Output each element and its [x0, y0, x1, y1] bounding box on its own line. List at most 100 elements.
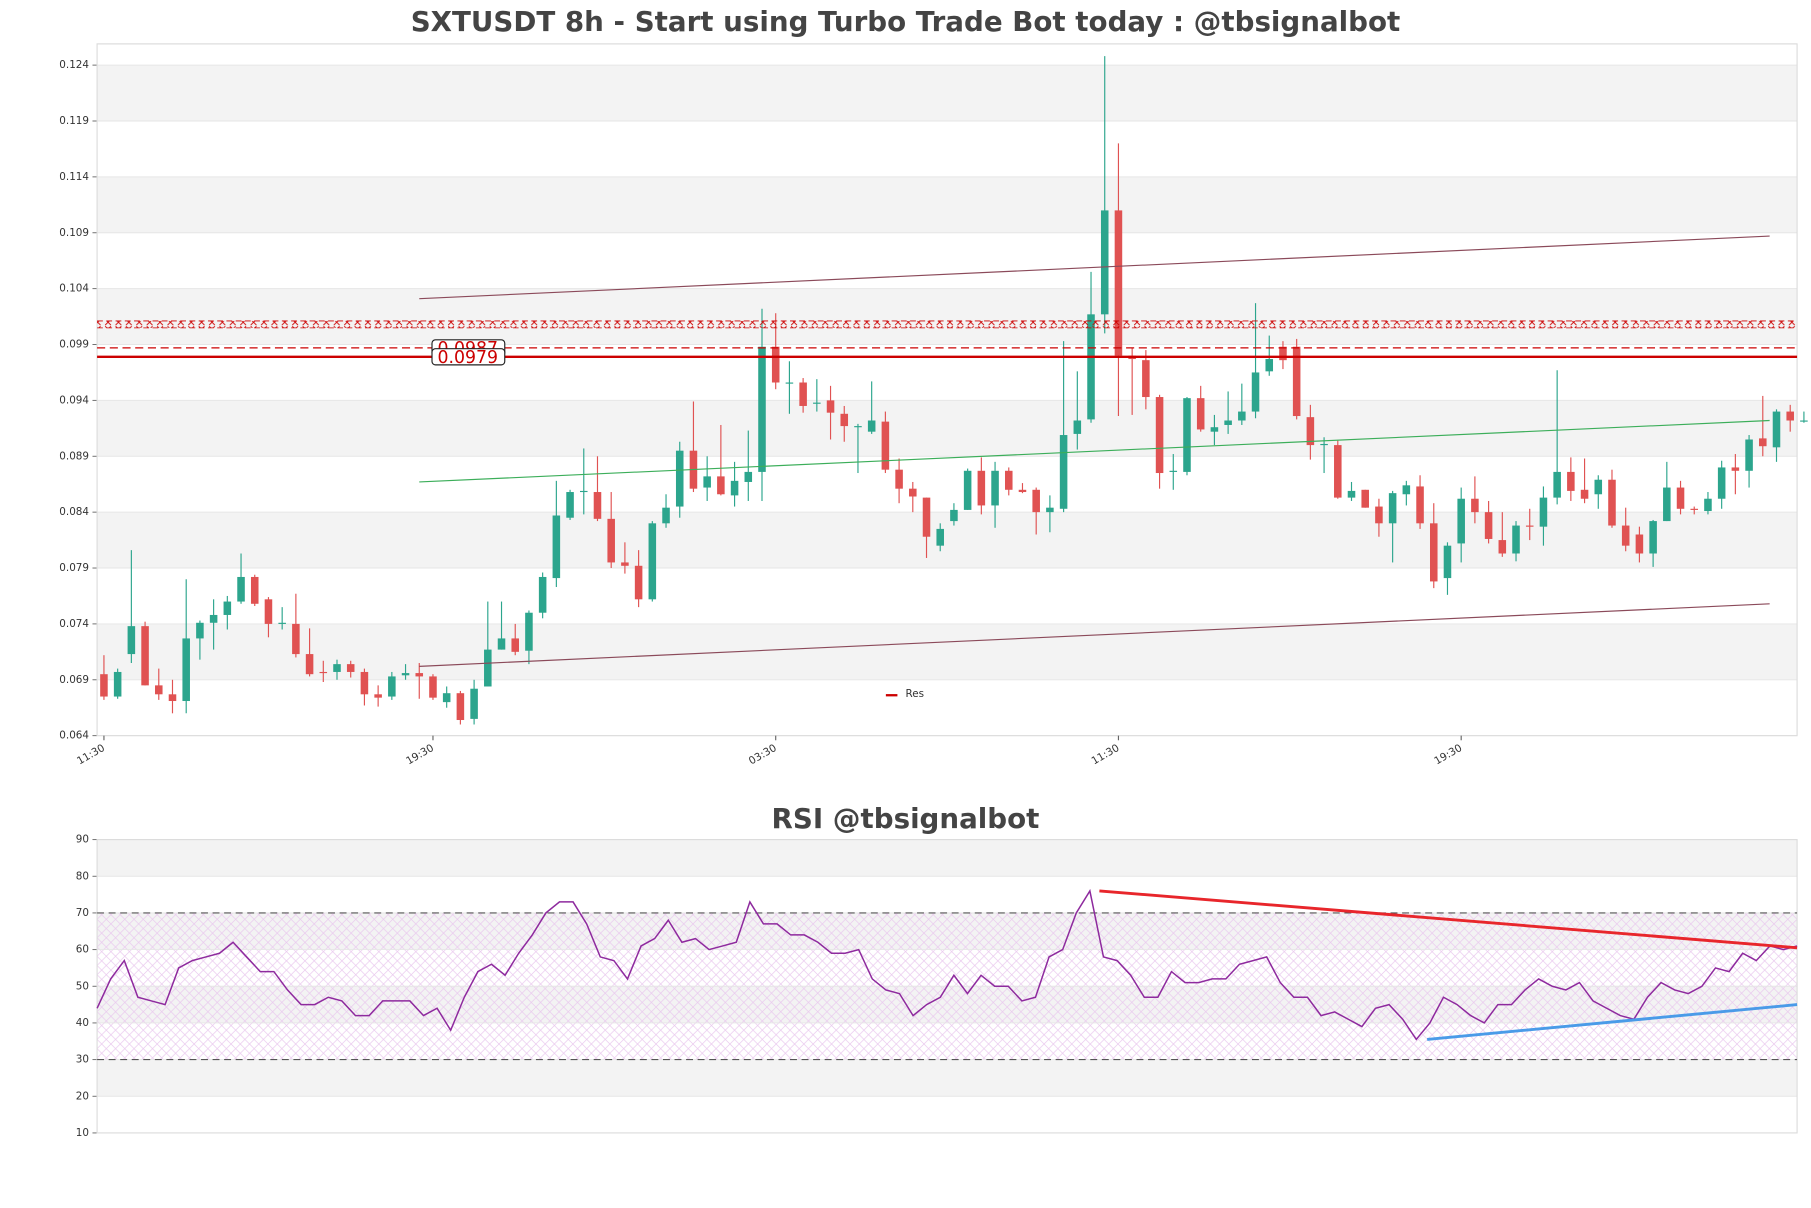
- candle-body: [1594, 479, 1603, 495]
- candle-body: [1265, 359, 1274, 372]
- x-tick-label: 03:30: [747, 742, 779, 767]
- candle-body: [744, 471, 753, 482]
- candle-body: [1704, 498, 1712, 512]
- plot-frame: [96, 43, 1798, 737]
- candle-body: [1238, 411, 1246, 421]
- candle-body: [292, 623, 300, 655]
- candle-body: [1676, 487, 1685, 509]
- candle-body: [1059, 435, 1068, 509]
- candle-body: [730, 480, 739, 496]
- candle-body: [360, 671, 369, 695]
- candle-body: [223, 601, 232, 615]
- candle-body: [840, 413, 849, 427]
- candle-body: [1046, 507, 1054, 513]
- level-label: 0.0979: [438, 348, 499, 368]
- candle-body: [1731, 467, 1740, 471]
- candle-body: [113, 671, 122, 697]
- candle-body: [1361, 489, 1369, 508]
- y-tick-label: 0.079: [59, 562, 89, 574]
- candle-body: [566, 492, 574, 518]
- candle-body: [1525, 525, 1534, 527]
- candle-body: [1320, 443, 1328, 446]
- candle-body: [1539, 497, 1548, 527]
- candle-body: [1306, 417, 1315, 446]
- plot-frame: [96, 839, 1798, 1134]
- candle-body: [1621, 525, 1630, 546]
- level-label-box: [431, 348, 506, 366]
- candle-body: [401, 673, 410, 676]
- rsi-line: [96, 888, 1798, 1041]
- candle-body: [1457, 498, 1465, 544]
- candle-body: [1334, 445, 1342, 498]
- candle-body: [607, 518, 615, 563]
- candle-body: [168, 694, 177, 702]
- candle-body: [1690, 508, 1699, 510]
- candle-body: [580, 490, 588, 493]
- candle-body: [319, 671, 328, 674]
- candle-body: [867, 420, 876, 432]
- rsi-title: RSI @tbsignalbot: [772, 802, 1040, 835]
- candle-body: [936, 528, 944, 546]
- candle-body: [1608, 479, 1616, 526]
- candle-body: [826, 400, 835, 413]
- y-tick-label: 20: [76, 1090, 89, 1102]
- candle-body: [648, 523, 657, 600]
- candle-body: [1800, 420, 1808, 422]
- grid-band: [97, 176, 1798, 233]
- candle-body: [552, 515, 561, 579]
- candle-body: [1100, 210, 1109, 315]
- candle-body: [785, 382, 794, 384]
- y-tick-label: 50: [76, 980, 89, 992]
- y-tick-label: 90: [76, 834, 89, 846]
- candle-body: [1087, 314, 1095, 420]
- candle-body: [1498, 540, 1507, 554]
- candle-body: [1663, 487, 1671, 522]
- candle-body: [388, 676, 396, 697]
- candle-body: [1649, 521, 1657, 554]
- candle-body: [1279, 346, 1287, 361]
- candle-body: [717, 476, 725, 495]
- candle-body: [1183, 398, 1191, 472]
- y-tick-label: 80: [76, 870, 89, 882]
- trend-line: [419, 603, 1770, 667]
- candle-body: [1759, 438, 1767, 447]
- candle-body: [442, 693, 451, 703]
- trend-line: [1099, 889, 1798, 950]
- candle-body: [1786, 411, 1794, 421]
- candle-body: [1580, 489, 1589, 499]
- candle-body: [881, 421, 890, 470]
- candle-body: [1251, 372, 1260, 412]
- candle-body: [1484, 512, 1493, 539]
- y-tick-label: 0.074: [59, 618, 89, 630]
- candle-body: [497, 638, 506, 650]
- y-tick-label: 0.064: [59, 730, 89, 742]
- candle-body: [634, 565, 643, 600]
- candle-body: [1471, 498, 1479, 513]
- grid-band: [97, 65, 1798, 121]
- candle-body: [470, 688, 478, 719]
- candle-body: [1717, 467, 1726, 499]
- y-tick-label: 0.109: [59, 227, 89, 239]
- candle-body: [141, 626, 149, 686]
- resistance-zone: [97, 320, 1798, 328]
- candle-body: [1553, 471, 1561, 498]
- candle-body: [1169, 470, 1178, 472]
- candle-body: [1567, 471, 1575, 491]
- candle-body: [1347, 490, 1356, 498]
- y-tick-label: 0.104: [59, 283, 89, 295]
- candle-body: [209, 614, 218, 623]
- candle-body: [662, 507, 670, 524]
- candle-body: [511, 638, 519, 652]
- candle-body: [950, 509, 958, 522]
- y-tick-label: 30: [76, 1054, 89, 1066]
- y-tick-label: 60: [76, 944, 89, 956]
- candle-body: [1155, 397, 1164, 474]
- candle-body: [538, 576, 547, 613]
- candle-body: [127, 626, 136, 655]
- candle-body: [484, 649, 492, 687]
- candle-body: [182, 638, 190, 702]
- candle-body: [1388, 493, 1397, 524]
- grid-band: [97, 1059, 1798, 1097]
- candle-body: [1745, 439, 1753, 471]
